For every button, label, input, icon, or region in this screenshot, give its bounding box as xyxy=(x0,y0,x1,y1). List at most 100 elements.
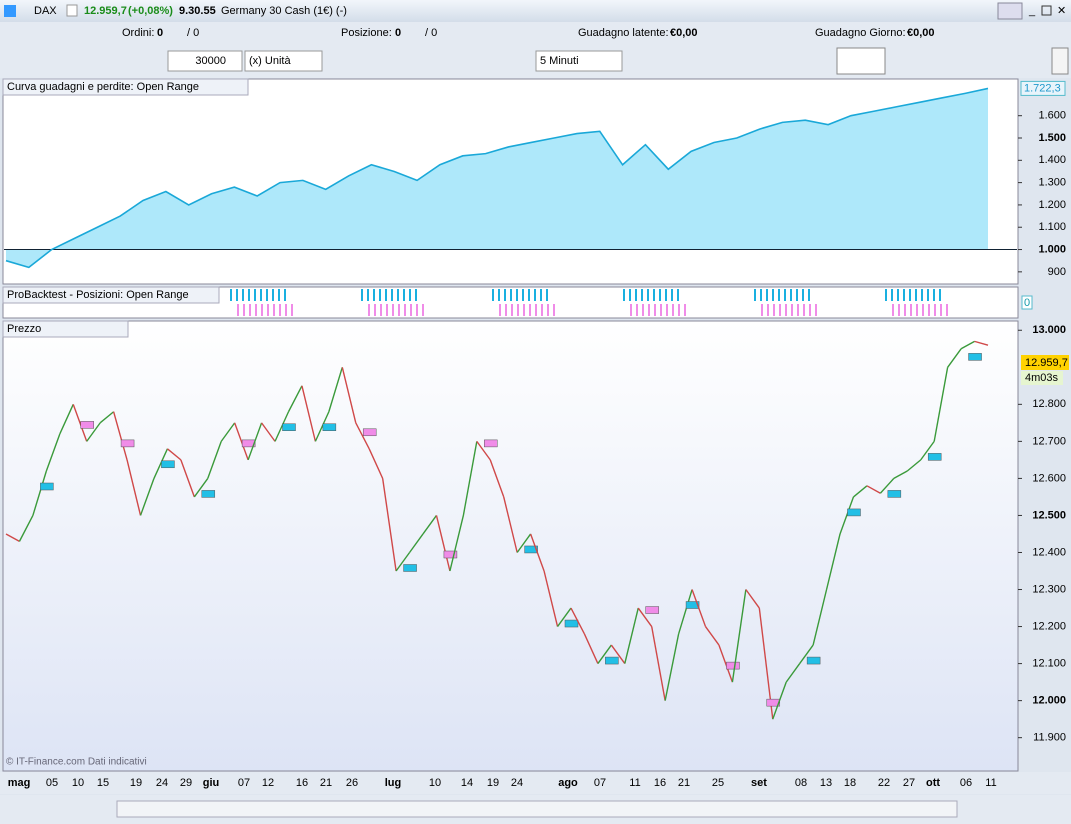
position-tick xyxy=(517,304,519,316)
x-tick-label: 16 xyxy=(654,777,666,789)
close-button[interactable]: ✕ xyxy=(1057,5,1066,17)
position-tick xyxy=(373,289,375,301)
position-tick xyxy=(898,304,900,316)
orders-label: Ordini: xyxy=(122,27,154,39)
position-tick xyxy=(760,289,762,301)
scrollbar[interactable] xyxy=(116,800,958,818)
time: 9.30.55 xyxy=(179,5,216,17)
y-tick-label: 11.900 xyxy=(1033,732,1066,744)
indicator-button[interactable] xyxy=(836,47,886,75)
x-tick-label: 24 xyxy=(511,777,523,789)
sell-marker xyxy=(120,439,135,448)
position-tick xyxy=(946,304,948,316)
position-tick xyxy=(808,289,810,301)
buy-marker xyxy=(322,423,337,431)
position-tick xyxy=(797,304,799,316)
unit: (x) Unità xyxy=(249,55,291,67)
quantity-input[interactable] xyxy=(167,50,243,72)
price-segment xyxy=(476,440,491,461)
equity-line xyxy=(5,87,989,269)
price-segment xyxy=(166,448,182,461)
price-segment xyxy=(933,367,949,442)
x-tick-label: ago xyxy=(558,777,578,789)
y-tick-label: 1.100 xyxy=(1038,221,1066,233)
price-segment xyxy=(59,404,74,435)
maximize-button[interactable] xyxy=(1041,5,1052,16)
position-tick xyxy=(761,304,763,316)
x-tick-label: 10 xyxy=(429,777,441,789)
x-tick-label: 27 xyxy=(903,777,915,789)
position-tick xyxy=(230,289,232,301)
y-tick-label: 13.000 xyxy=(1032,324,1066,336)
position-tick xyxy=(641,289,643,301)
position-tick xyxy=(648,304,650,316)
price-segment xyxy=(381,478,397,572)
position-tick xyxy=(272,289,274,301)
price-segment xyxy=(718,644,734,683)
price-segment xyxy=(435,515,451,572)
x-tick-label: mag xyxy=(8,777,31,789)
position-tick xyxy=(529,304,531,316)
x-tick-label: 16 xyxy=(296,777,308,789)
position-tick xyxy=(528,289,530,301)
positions-value: 0 xyxy=(1024,297,1030,309)
position-tick xyxy=(510,289,512,301)
price-segment xyxy=(139,478,155,516)
position-tick xyxy=(790,289,792,301)
x-tick-label: 18 xyxy=(844,777,856,789)
buy-marker xyxy=(806,656,821,665)
minimize-button[interactable]: _ xyxy=(1028,5,1036,17)
position-tick xyxy=(773,304,775,316)
buy-marker xyxy=(161,460,175,469)
equity-last-box xyxy=(1020,80,1066,96)
position-tick xyxy=(273,304,275,316)
info-icon[interactable] xyxy=(66,4,78,17)
price-segment xyxy=(825,533,841,590)
price-segment xyxy=(812,589,828,646)
position-tick xyxy=(255,304,257,316)
position-tick xyxy=(499,304,501,316)
position-tick xyxy=(767,304,769,316)
price-segment xyxy=(274,411,290,442)
price-segment xyxy=(45,433,61,472)
position-tick xyxy=(921,289,923,301)
keyboard-button[interactable] xyxy=(997,2,1023,20)
position-tick xyxy=(940,304,942,316)
buy-marker xyxy=(403,564,417,572)
y-tick-label: 1.500 xyxy=(1038,132,1066,144)
price-segment xyxy=(704,626,720,646)
x-tick-label: 22 xyxy=(878,777,890,789)
price-segment xyxy=(301,385,317,442)
price-segment xyxy=(556,607,572,627)
side-button[interactable] xyxy=(1051,47,1069,75)
y-tick-label: 12.700 xyxy=(1032,435,1066,447)
x-tick-label: 24 xyxy=(156,777,168,789)
position-tick xyxy=(934,304,936,316)
price-segment xyxy=(785,663,801,683)
x-tick-label: 10 xyxy=(72,777,84,789)
timeframe-select[interactable] xyxy=(535,50,623,72)
price-segment xyxy=(906,459,922,472)
price-segment xyxy=(893,470,908,480)
sell-marker xyxy=(766,698,781,707)
price-segment xyxy=(879,477,895,494)
x-tick-label: 05 xyxy=(46,777,58,789)
price-segment xyxy=(610,644,626,665)
price-segment xyxy=(677,589,693,635)
position-tick xyxy=(666,304,668,316)
price-segment xyxy=(5,533,20,542)
price-segment xyxy=(839,496,855,535)
day: €0,00 xyxy=(907,27,935,39)
position-tick xyxy=(422,304,424,316)
unit-select[interactable] xyxy=(244,50,323,72)
price-segment xyxy=(866,485,881,494)
price-segment xyxy=(126,459,142,516)
price-segment xyxy=(18,515,34,542)
position-tick xyxy=(778,289,780,301)
price-segment xyxy=(583,633,599,664)
position-tick xyxy=(260,289,262,301)
y-tick-label: 12.100 xyxy=(1032,657,1066,669)
watermark: © IT-Finance.com Dati indicativi xyxy=(6,757,147,768)
x-tick-label: 25 xyxy=(712,777,724,789)
